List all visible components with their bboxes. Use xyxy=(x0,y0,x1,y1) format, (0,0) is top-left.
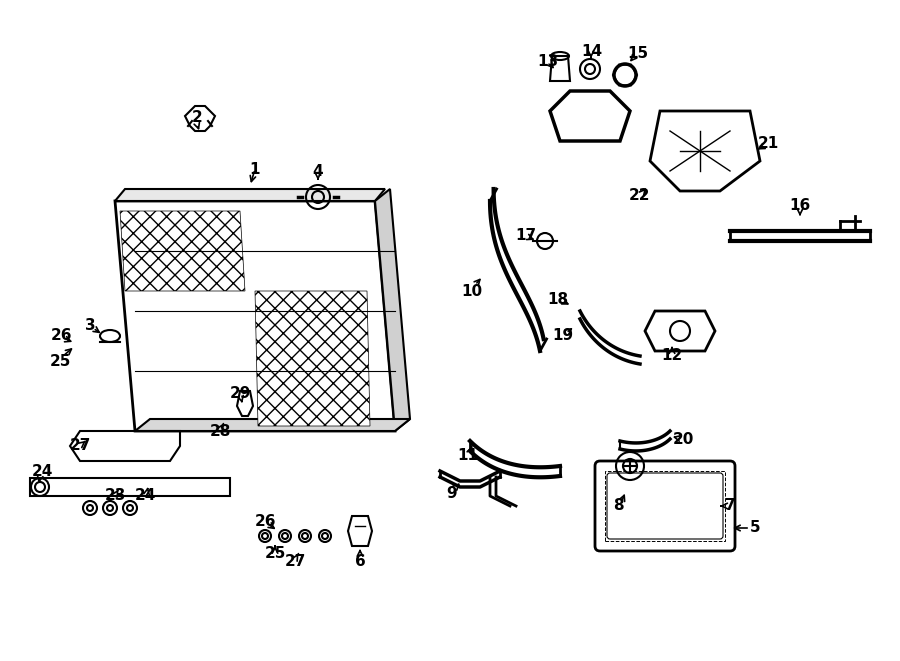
Polygon shape xyxy=(375,189,410,431)
Text: 14: 14 xyxy=(581,44,603,59)
Text: 26: 26 xyxy=(51,329,73,344)
Text: 24: 24 xyxy=(134,488,156,504)
Polygon shape xyxy=(120,211,245,291)
Text: 2: 2 xyxy=(192,110,202,126)
Text: 6: 6 xyxy=(355,553,365,568)
Text: 10: 10 xyxy=(462,284,482,299)
Text: 18: 18 xyxy=(547,292,569,307)
Text: 25: 25 xyxy=(50,354,71,368)
Text: 7: 7 xyxy=(724,498,735,514)
Text: 15: 15 xyxy=(627,46,649,61)
Text: 27: 27 xyxy=(69,438,91,453)
Polygon shape xyxy=(255,291,370,426)
Text: 12: 12 xyxy=(662,348,682,364)
Polygon shape xyxy=(115,189,385,201)
Text: 13: 13 xyxy=(537,54,559,69)
Text: 20: 20 xyxy=(672,432,694,446)
Text: 3: 3 xyxy=(85,317,95,332)
Text: 24: 24 xyxy=(32,463,53,479)
Text: 17: 17 xyxy=(516,229,536,243)
Text: 27: 27 xyxy=(284,553,306,568)
Text: 25: 25 xyxy=(265,547,285,561)
Text: 8: 8 xyxy=(613,498,624,514)
Text: 5: 5 xyxy=(750,520,760,535)
Polygon shape xyxy=(135,419,410,431)
Text: 19: 19 xyxy=(553,329,573,344)
Text: 26: 26 xyxy=(254,514,275,529)
Text: 11: 11 xyxy=(457,447,479,463)
Text: 1: 1 xyxy=(250,161,260,176)
Text: 23: 23 xyxy=(104,488,126,504)
Bar xyxy=(30,478,230,496)
Text: 22: 22 xyxy=(629,188,651,204)
Text: 29: 29 xyxy=(230,385,251,401)
Text: 4: 4 xyxy=(312,163,323,178)
Text: 21: 21 xyxy=(758,136,778,151)
Bar xyxy=(605,471,725,541)
Text: 9: 9 xyxy=(446,485,457,500)
Text: 16: 16 xyxy=(789,198,811,214)
Text: 28: 28 xyxy=(210,424,230,438)
